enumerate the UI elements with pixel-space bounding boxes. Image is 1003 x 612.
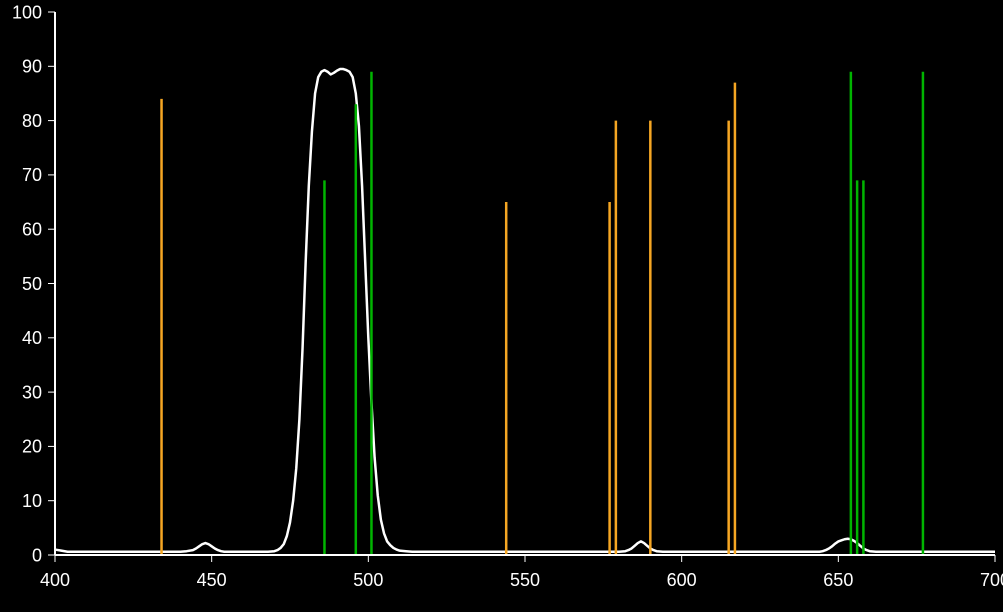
x-tick-label: 400 <box>40 570 70 590</box>
y-tick-label: 70 <box>22 165 42 185</box>
y-tick-label: 30 <box>22 382 42 402</box>
spectrum-chart: 400 450 500 550 600 650 700 0 10 20 30 40 50 60 70 80 90… <box>0 0 1003 612</box>
y-tick-label: 60 <box>22 220 42 240</box>
y-tick-label: 10 <box>22 491 42 511</box>
x-tick-label: 550 <box>510 570 540 590</box>
x-tick-label: 600 <box>667 570 697 590</box>
y-tick-label: 40 <box>22 328 42 348</box>
x-tick-label: 700 <box>980 570 1003 590</box>
y-tick-label: 50 <box>22 274 42 294</box>
x-tick-label: 650 <box>823 570 853 590</box>
x-tick-label: 500 <box>353 570 383 590</box>
y-tick-label: 100 <box>12 2 42 22</box>
y-tick-label: 90 <box>22 57 42 77</box>
y-tick-label: 80 <box>22 111 42 131</box>
y-tick-label: 20 <box>22 437 42 457</box>
y-tick-label: 0 <box>32 545 42 565</box>
plot-background <box>0 0 1003 612</box>
x-tick-label: 450 <box>197 570 227 590</box>
